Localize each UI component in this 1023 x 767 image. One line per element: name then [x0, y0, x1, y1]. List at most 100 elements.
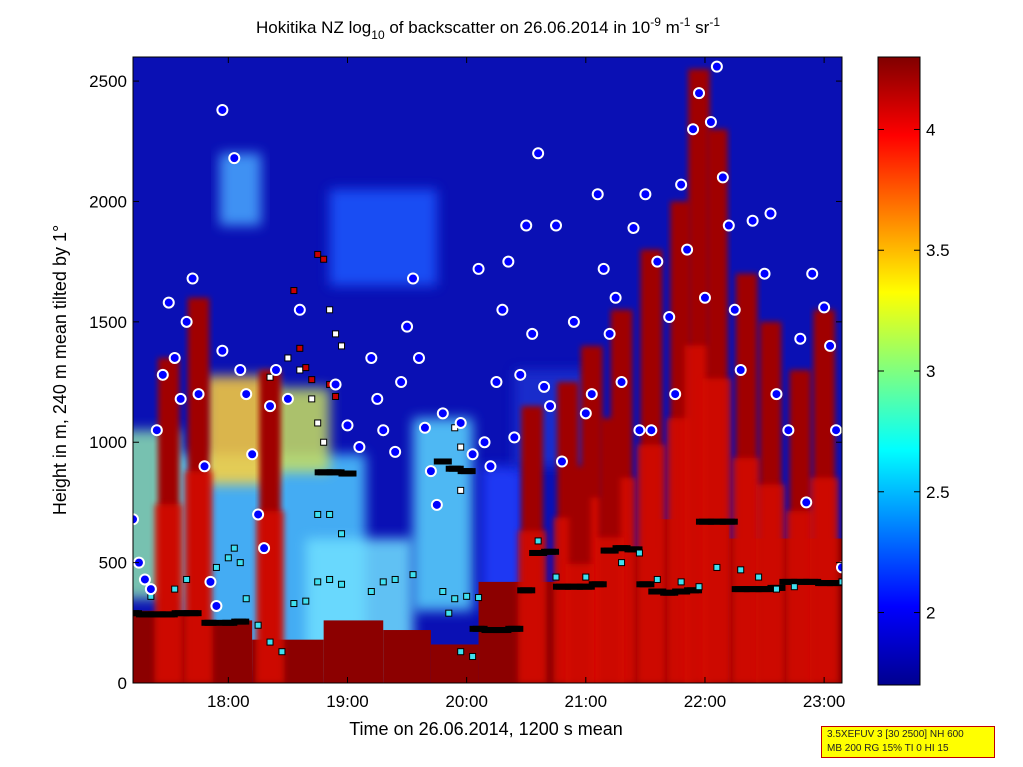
cloud-base-point — [150, 424, 163, 437]
mixing-layer-point — [529, 587, 536, 594]
cloud-base-point — [764, 207, 777, 220]
plume-edge — [154, 504, 184, 683]
cloud-base-point — [186, 272, 199, 285]
mixing-layer-point — [648, 581, 655, 588]
cloud-base-point — [365, 351, 378, 364]
cloud-base-point — [204, 575, 217, 588]
upper-layer-white-point — [320, 438, 328, 446]
aerosol-layer-point — [475, 594, 483, 602]
cloud-base-point — [418, 421, 431, 434]
cloud-base-point — [538, 380, 551, 393]
y-tick-label: 1000 — [89, 433, 127, 452]
aerosol-layer-point — [552, 573, 560, 581]
mixing-layer-point — [517, 625, 524, 632]
chart-title: Hokitika NZ log10 of backscatter on 26.0… — [256, 15, 720, 42]
colorbar-tick-label: 3.5 — [926, 241, 950, 260]
aerosol-layer-point — [737, 566, 745, 574]
boundary-layer-band — [430, 644, 479, 683]
aerosol-layer-point — [236, 559, 244, 567]
upper-layer-white-point — [457, 486, 465, 494]
y-tick-label: 500 — [99, 554, 127, 573]
cloud-base-point — [704, 116, 717, 129]
cloud-base-point — [550, 219, 563, 232]
stamp-line-1: 3.5XEFUV 3 [30 2500] NH 600 — [827, 729, 964, 740]
upper-layer-red-point — [308, 376, 316, 384]
cloud-base-point — [240, 388, 253, 401]
mixing-layer-point — [636, 546, 643, 553]
cloud-base-point — [192, 388, 205, 401]
aerosol-layer-point — [463, 592, 471, 600]
backscatter-patch — [219, 153, 262, 226]
upper-layer-white-point — [326, 306, 334, 314]
aerosol-layer-point — [379, 578, 387, 586]
upper-layer-white-point — [338, 342, 346, 350]
boundary-layer-band — [323, 620, 384, 683]
cloud-base-point — [663, 311, 676, 324]
cloud-base-point — [389, 445, 402, 458]
cloud-base-point — [180, 315, 193, 328]
aerosol-layer-point — [290, 600, 298, 608]
cloud-base-point — [770, 388, 783, 401]
upper-layer-red-point — [332, 392, 340, 400]
y-axis-label: Height in m, 240 m mean tilted by 1° — [50, 225, 70, 515]
cloud-base-point — [800, 496, 813, 509]
cloud-base-point — [162, 296, 175, 309]
cloud-base-point — [710, 60, 723, 73]
x-tick-label: 23:00 — [803, 692, 846, 711]
cloud-base-point — [329, 378, 342, 391]
aerosol-layer-point — [367, 588, 375, 596]
cloud-base-point — [144, 583, 157, 596]
cloud-base-point — [269, 364, 282, 376]
cloud-base-point — [520, 219, 533, 232]
cloud-base-point — [466, 448, 479, 461]
aerosol-layer-series — [147, 510, 842, 661]
cloud-base-point — [532, 147, 545, 160]
aerosol-layer-point — [695, 583, 703, 591]
aerosol-layer-point — [212, 563, 220, 571]
cloud-base-point — [836, 561, 842, 574]
aerosol-layer-point — [790, 583, 798, 591]
aerosol-layer-point — [302, 597, 310, 605]
colorbar-ticks: 2 2.5 3 3.5 4 — [878, 120, 950, 623]
cloud-base-point — [555, 455, 568, 468]
cloud-base-point — [794, 332, 807, 345]
colorbar — [877, 56, 921, 686]
cloud-base-point — [138, 573, 151, 586]
upper-layer-white-point — [296, 366, 304, 374]
aerosol-layer-point — [713, 563, 721, 571]
cloud-base-point — [830, 424, 842, 437]
aerosol-layer-point — [618, 559, 626, 567]
cloud-base-point — [579, 407, 592, 420]
aerosol-layer-point — [242, 595, 250, 603]
cloud-base-point — [824, 339, 837, 352]
cloud-base-point — [478, 436, 491, 449]
aerosol-layer-point — [266, 638, 274, 646]
y-tick-label: 2000 — [89, 192, 127, 211]
aerosol-layer-point — [183, 575, 191, 583]
cloud-base-point — [484, 460, 497, 473]
aerosol-layer-point — [677, 578, 685, 586]
cloud-base-point — [526, 327, 539, 340]
cloud-base-point — [734, 364, 747, 376]
mixing-layer-point — [195, 610, 202, 617]
x-tick-label: 21:00 — [565, 692, 608, 711]
cloud-base-point — [496, 303, 509, 316]
colorbar-tick-label: 4 — [926, 120, 935, 139]
upper-layer-white-point — [308, 395, 316, 403]
cloud-base-point — [252, 508, 265, 521]
cloud-base-point — [746, 214, 759, 227]
aerosol-layer-point — [582, 573, 590, 581]
cloud-base-point — [728, 303, 741, 316]
cloud-base-point — [424, 465, 437, 478]
upper-layer-white-series — [266, 306, 465, 494]
cloud-base-point — [216, 103, 229, 116]
upper-layer-red-point — [302, 364, 310, 372]
x-axis: 18:00 19:00 20:00 21:00 22:00 23:00 — [207, 57, 845, 711]
aerosol-layer-point — [772, 585, 780, 593]
cloud-base-point — [371, 392, 384, 405]
cloud-base-point — [281, 392, 294, 405]
cloud-base-point — [168, 351, 181, 364]
mixing-layer-point — [696, 587, 703, 594]
stamp-line-2: MB 200 RG 15% TI 0 HI 15 — [827, 743, 949, 754]
